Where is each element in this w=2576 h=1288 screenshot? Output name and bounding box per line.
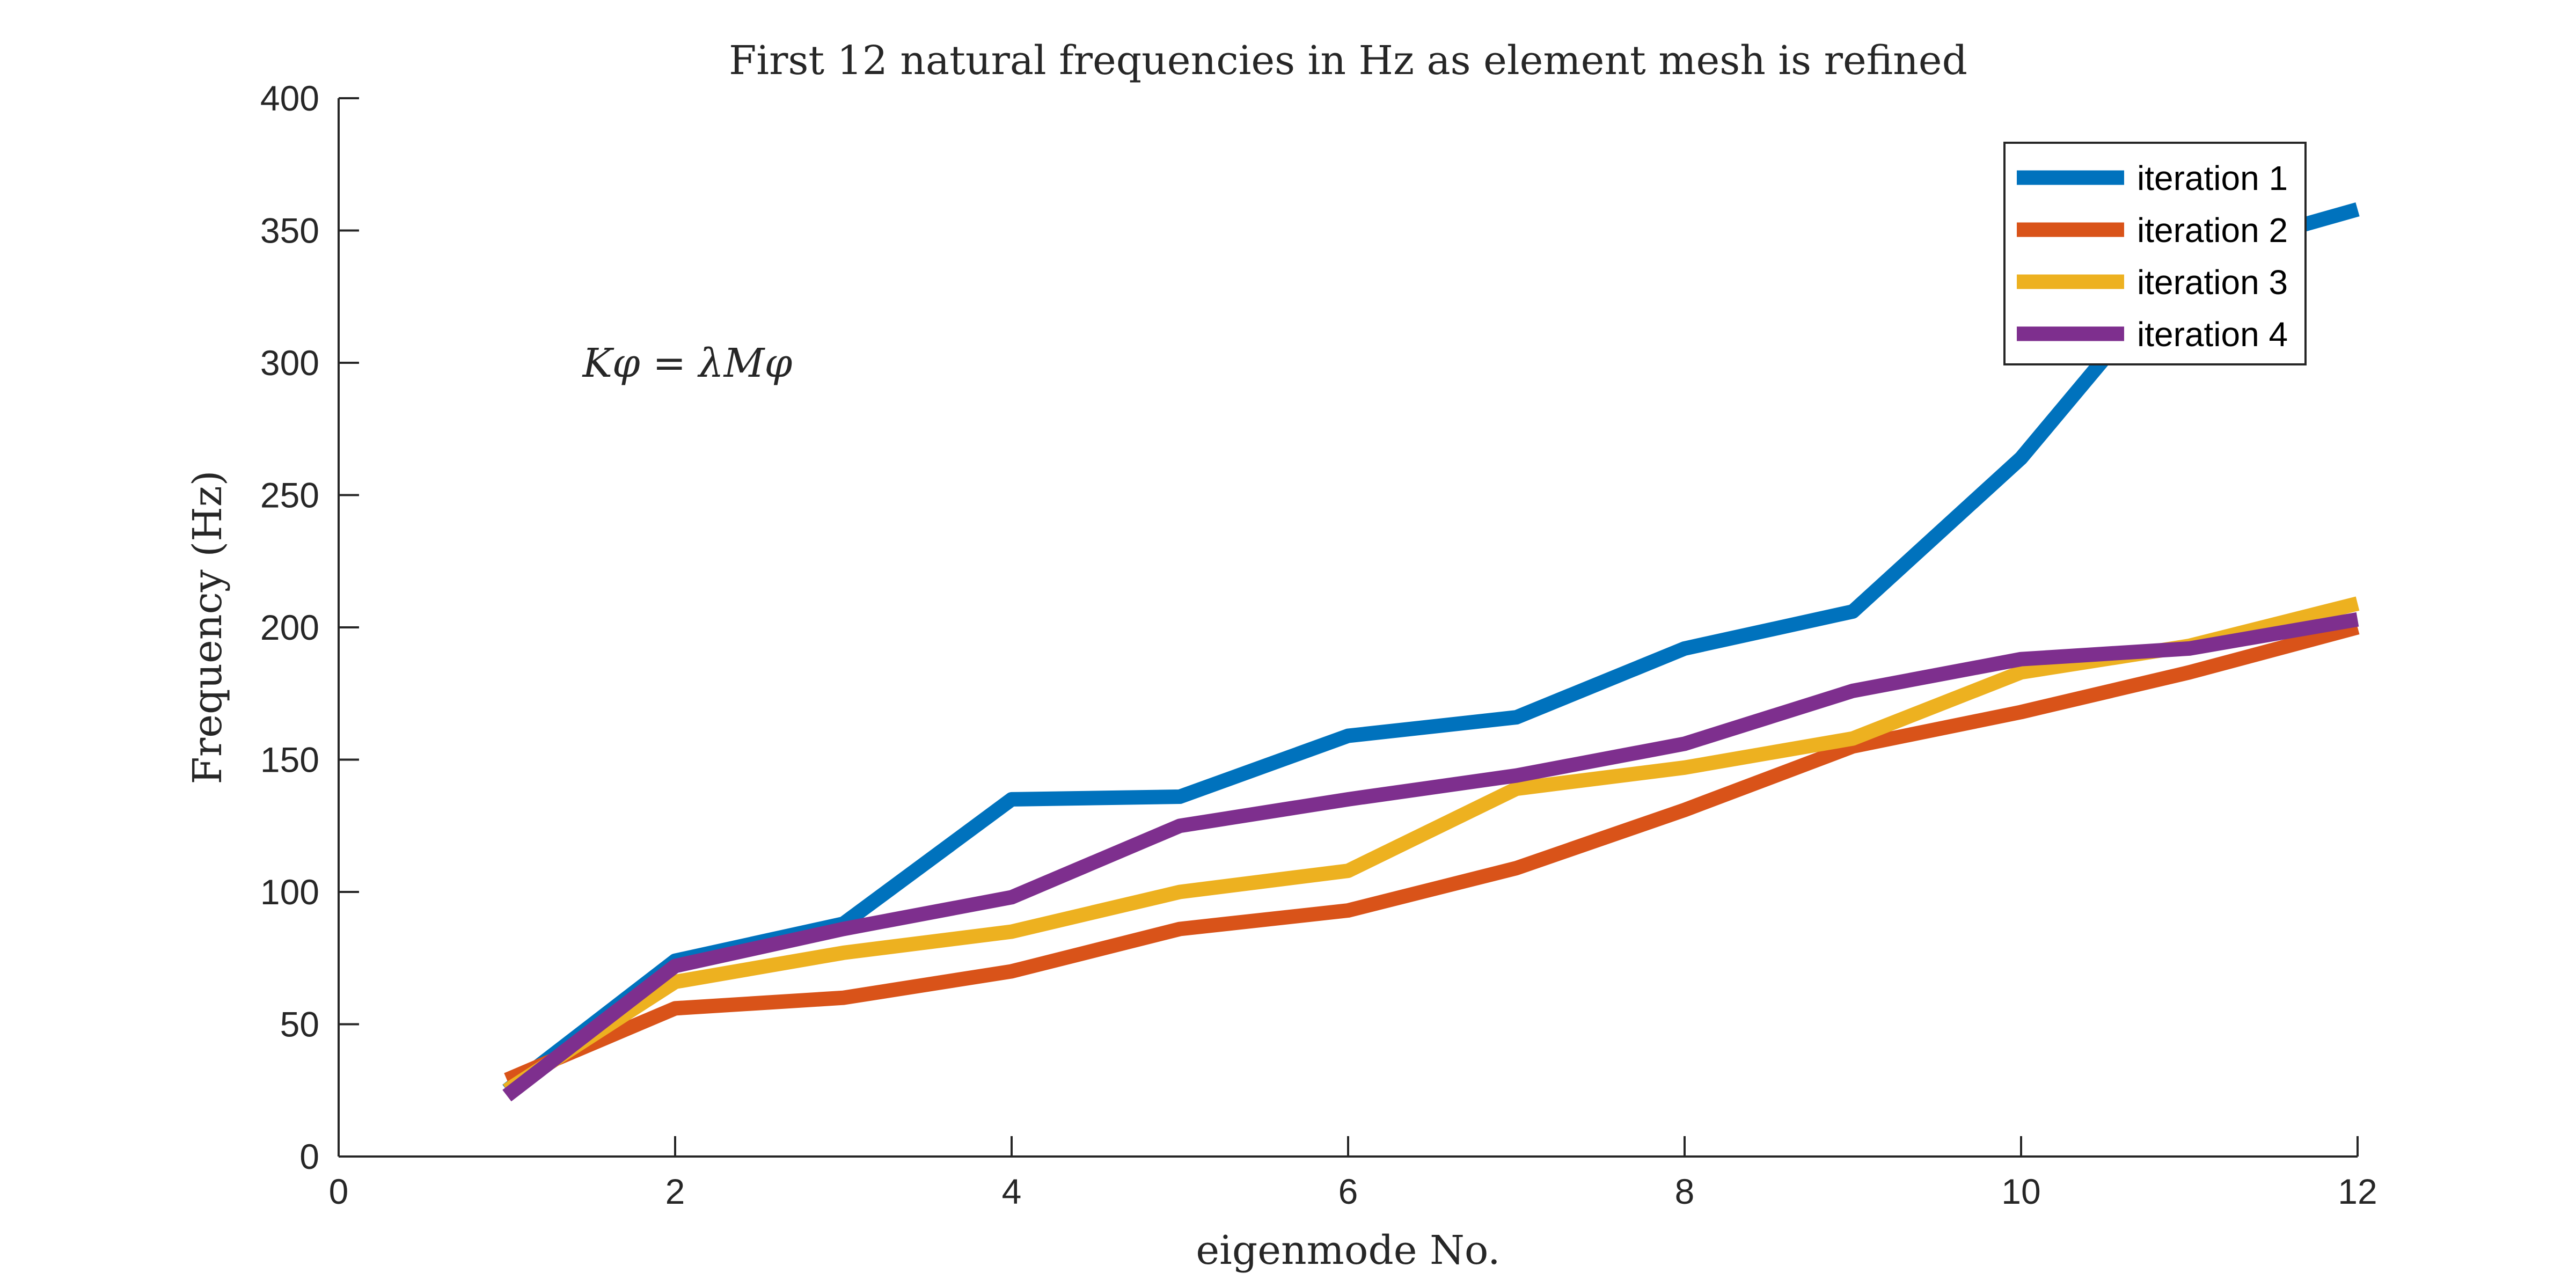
x-tick-label: 12 xyxy=(2338,1172,2377,1211)
series-line-2 xyxy=(504,620,2360,1087)
y-axis-label: Frequency (Hz) xyxy=(185,470,231,784)
y-tick-label: 0 xyxy=(299,1137,319,1176)
equation-part: K xyxy=(582,340,614,386)
x-tick-label: 2 xyxy=(665,1172,685,1211)
equation-part: φ xyxy=(764,340,792,386)
equation-part: M xyxy=(723,340,766,386)
legend-items: iteration 1 iteration 2 iteration 3 iterati… xyxy=(2017,159,2288,354)
equation-part: λ xyxy=(697,340,724,386)
equation-part: φ xyxy=(612,340,640,386)
x-tick-label: 0 xyxy=(329,1172,349,1211)
y-ticks: 0 50 100 150 200 250 300 350 400 xyxy=(260,78,359,1176)
legend: iteration 1 iteration 2 iteration 3 iterati… xyxy=(2003,142,2307,365)
y-tick-label: 250 xyxy=(260,475,319,515)
legend-label-1: iteration 1 xyxy=(2137,159,2288,197)
x-tick-label: 10 xyxy=(2001,1172,2040,1211)
x-tick-label: 6 xyxy=(1338,1172,1358,1211)
x-tick-label: 4 xyxy=(1002,1172,1022,1211)
x-tick-label: 8 xyxy=(1675,1172,1695,1211)
y-tick-label: 50 xyxy=(280,1005,319,1044)
legend-label-3: iteration 3 xyxy=(2137,263,2288,302)
equation-part: = xyxy=(640,340,699,386)
series-line-4 xyxy=(502,612,2359,1102)
series-line-3 xyxy=(503,596,2360,1097)
legend-label-4: iteration 4 xyxy=(2137,315,2288,354)
series-layer xyxy=(502,202,2360,1102)
y-tick-label: 100 xyxy=(260,872,319,912)
legend-label-2: iteration 2 xyxy=(2137,211,2288,250)
x-axis-label: eigenmode No. xyxy=(1196,1227,1500,1274)
y-tick-label: 400 xyxy=(260,78,319,118)
y-tick-label: 150 xyxy=(260,740,319,780)
y-tick-label: 200 xyxy=(260,608,319,647)
x-ticks: 0 2 4 6 8 10 12 xyxy=(329,1136,2377,1211)
chart-title: First 12 natural frequencies in Hz as el… xyxy=(729,38,1967,84)
y-tick-label: 350 xyxy=(260,211,319,251)
equation-annotation: Kφ = λMφ xyxy=(582,340,793,386)
y-tick-label: 300 xyxy=(260,343,319,383)
